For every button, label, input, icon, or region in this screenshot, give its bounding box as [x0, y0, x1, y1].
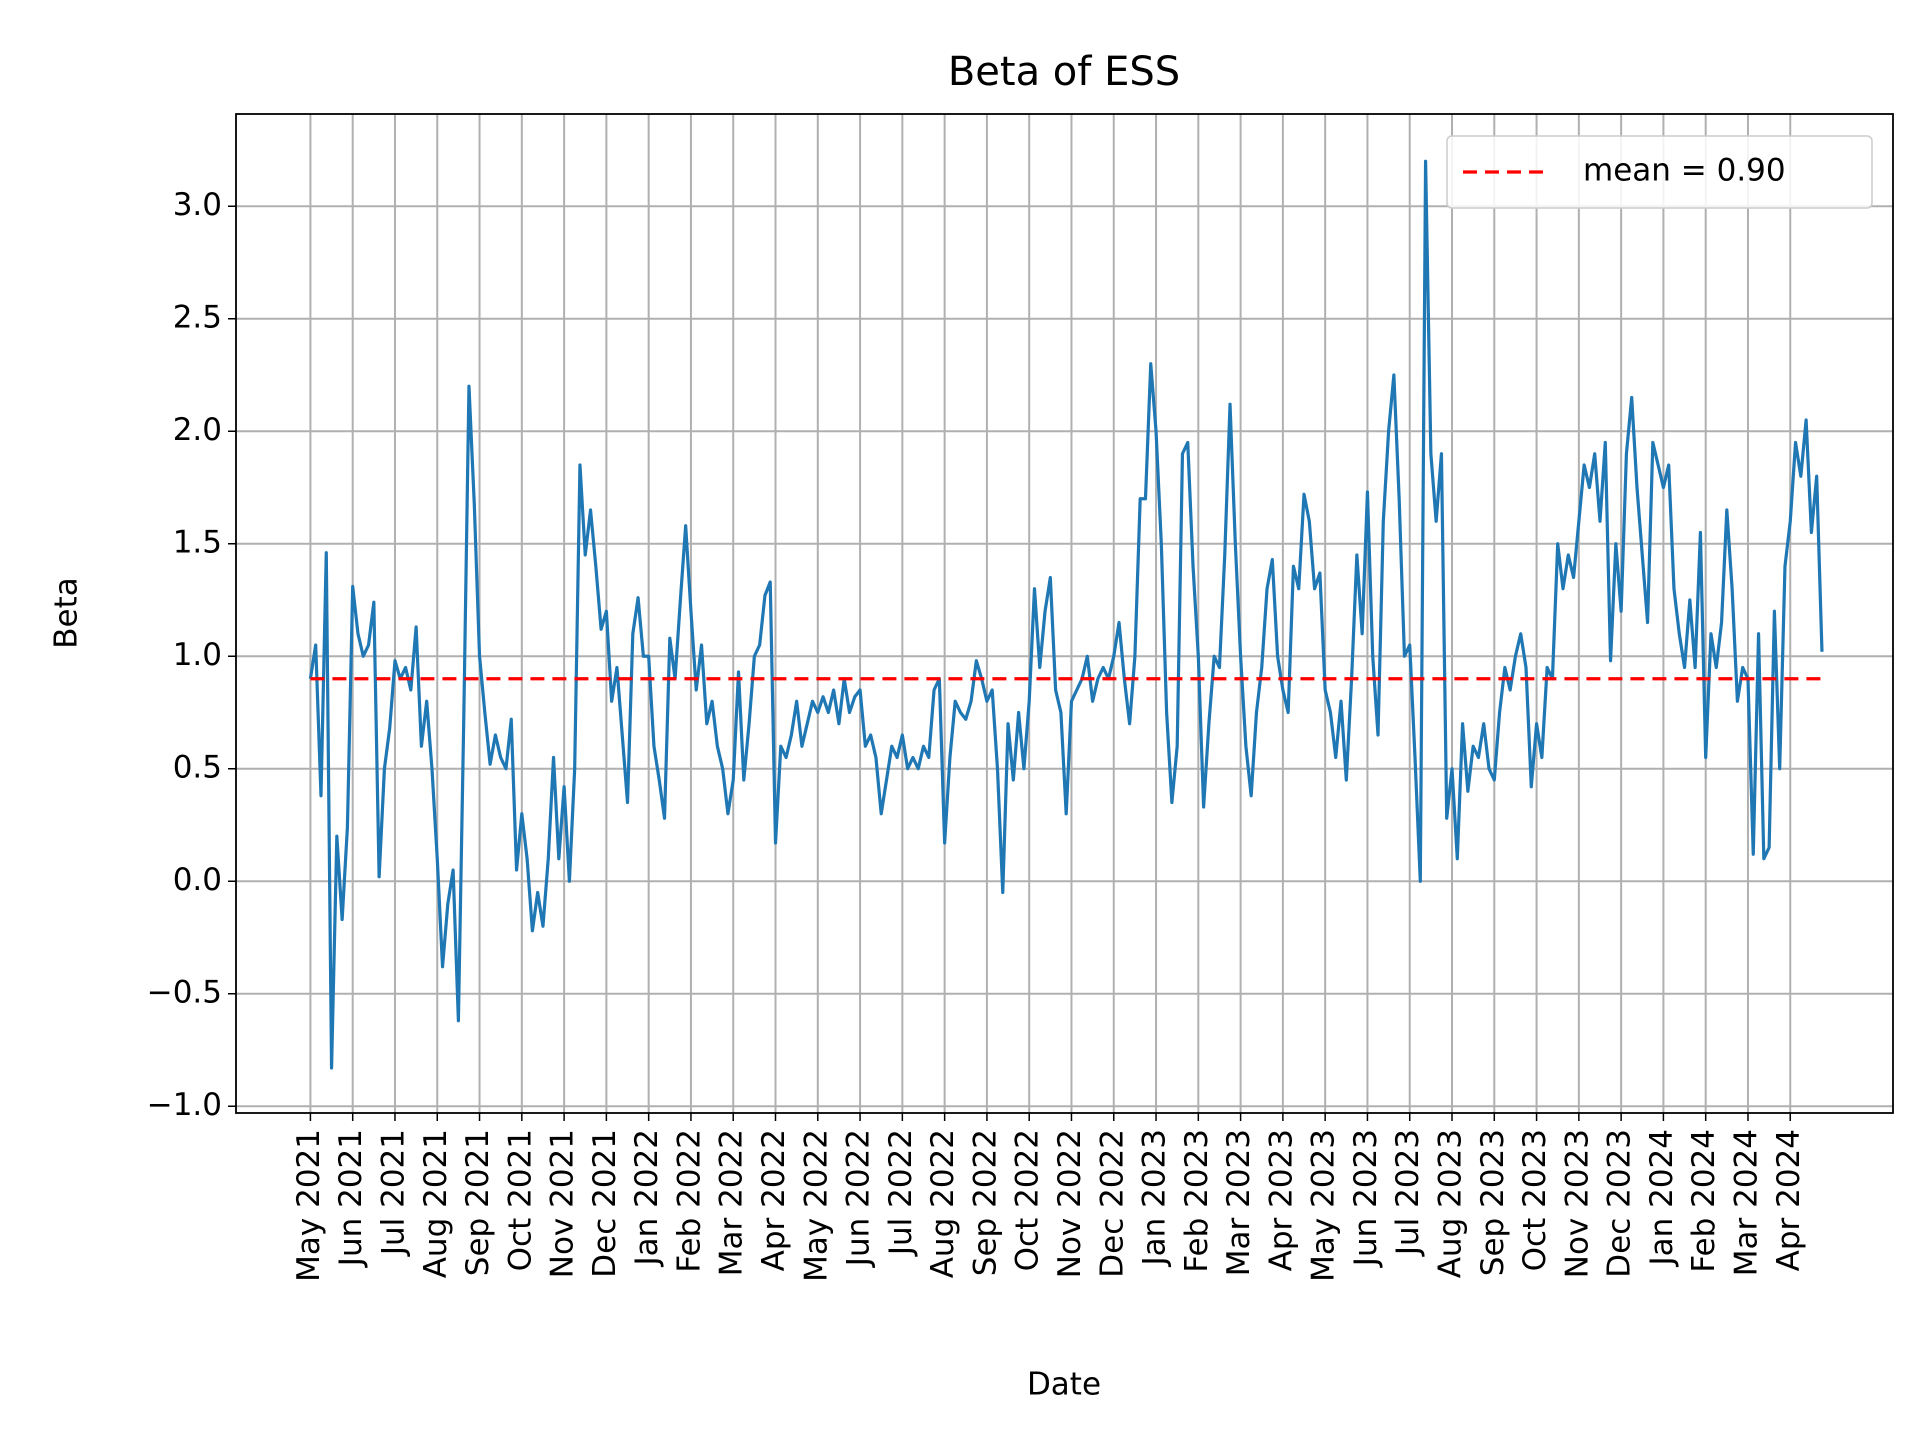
y-tick-label: −0.5	[147, 974, 222, 1010]
x-tick-label: May 2023	[1306, 1129, 1342, 1282]
x-tick-label: Mar 2022	[714, 1129, 750, 1276]
x-tick-label: Oct 2021	[502, 1129, 538, 1271]
x-tick-label: Aug 2021	[418, 1129, 454, 1278]
x-axis-label: Date	[1027, 1367, 1101, 1403]
y-tick-label: 1.5	[173, 524, 222, 560]
x-tick-label: Jul 2022	[883, 1129, 919, 1257]
y-tick-label: 3.0	[173, 187, 222, 223]
axes-frame	[235, 113, 1894, 1114]
legend-label: mean = 0.90	[1583, 153, 1786, 189]
y-axis-label: Beta	[49, 577, 85, 649]
x-tick-label: Apr 2023	[1263, 1129, 1299, 1271]
y-tick-label: 1.0	[173, 637, 222, 673]
x-tick-label: Oct 2022	[1010, 1129, 1046, 1271]
x-tick-label: Sep 2021	[460, 1129, 496, 1276]
x-tick-label: May 2022	[798, 1129, 834, 1282]
y-tick-label: 0.5	[173, 749, 222, 785]
data-line	[308, 159, 1824, 1070]
x-tick-label: Nov 2022	[1052, 1129, 1088, 1278]
x-tick-label: Sep 2023	[1475, 1129, 1511, 1276]
x-tick-label: Mar 2024	[1728, 1129, 1764, 1276]
x-tick-label: Nov 2021	[545, 1129, 581, 1278]
x-tick-label: Feb 2022	[671, 1129, 707, 1273]
y-tick-label: −1.0	[147, 1087, 222, 1123]
x-tick-label: Feb 2023	[1179, 1129, 1215, 1273]
x-tick-label: Jun 2021	[333, 1129, 369, 1268]
y-tick-label: 2.0	[173, 412, 222, 448]
x-tick-label: Jan 2022	[629, 1129, 665, 1268]
x-tick-label: Jun 2023	[1348, 1129, 1384, 1268]
x-tick-label: Dec 2023	[1602, 1129, 1638, 1278]
x-tick-label: Nov 2023	[1559, 1129, 1595, 1278]
x-tick-label: Jul 2021	[375, 1129, 411, 1257]
x-tick-label: Sep 2022	[967, 1129, 1003, 1276]
chart-title: Beta of ESS	[948, 49, 1180, 95]
x-tick-label: Apr 2024	[1771, 1129, 1807, 1271]
x-tick-label: Dec 2022	[1094, 1129, 1130, 1278]
y-tick-label: 0.0	[173, 862, 222, 898]
x-tick-label: Oct 2023	[1517, 1129, 1553, 1271]
x-tick-label: Aug 2022	[925, 1129, 961, 1278]
x-tick-label: May 2021	[291, 1129, 327, 1282]
x-tick-label: Jul 2023	[1390, 1129, 1426, 1257]
legend-box	[1446, 135, 1873, 209]
x-tick-label: Jan 2023	[1137, 1129, 1173, 1268]
x-tick-label: Mar 2023	[1221, 1129, 1257, 1276]
x-tick-label: Jun 2022	[841, 1129, 877, 1268]
x-tick-label: Feb 2024	[1686, 1129, 1722, 1273]
x-tick-label: Aug 2023	[1433, 1129, 1469, 1278]
y-tick-label: 2.5	[173, 299, 222, 335]
x-tick-label: Dec 2021	[587, 1129, 623, 1278]
x-tick-label: Jan 2024	[1644, 1129, 1680, 1268]
x-tick-label: Apr 2022	[756, 1129, 792, 1271]
